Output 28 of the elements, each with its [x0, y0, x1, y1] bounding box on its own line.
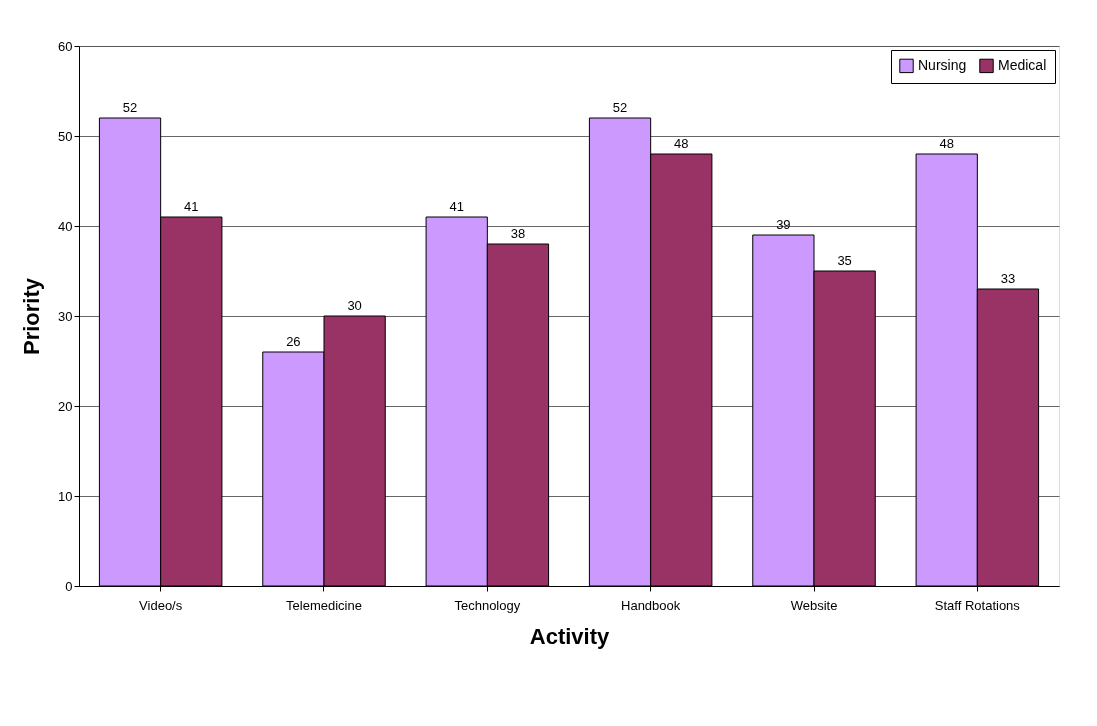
legend-label: Nursing: [918, 56, 967, 73]
legend-label: Medical: [998, 56, 1047, 73]
x-tick-label: Staff Rotations: [934, 597, 1021, 613]
y-tick-label: 0: [65, 578, 73, 594]
data-label: 35: [837, 253, 852, 268]
data-label: 48: [939, 136, 954, 151]
x-axis-title: Activity: [529, 623, 610, 649]
x-tick-label: Telemedicine: [286, 597, 362, 613]
y-axis-title: Priority: [19, 277, 45, 356]
data-label: 41: [449, 199, 464, 214]
x-tick-label: Handbook: [621, 597, 681, 613]
y-tick-label: 40: [58, 218, 73, 234]
data-label: 38: [510, 226, 526, 241]
x-tick-label: Website: [790, 597, 838, 613]
x-tick-label: Technology: [454, 597, 521, 613]
y-tick-label: 60: [58, 38, 73, 54]
data-label: 30: [347, 298, 362, 313]
data-label: 52: [612, 100, 628, 115]
y-tick-label: 30: [58, 308, 73, 324]
data-label: 48: [674, 136, 689, 151]
x-tick-label: Video/s: [139, 597, 183, 613]
y-tick-label: 20: [58, 398, 73, 414]
data-label: 41: [184, 199, 199, 214]
y-tick-label: 50: [58, 128, 73, 144]
y-tick-label: 10: [58, 488, 73, 504]
data-label: 26: [286, 334, 301, 349]
data-label: 52: [122, 100, 138, 115]
data-label: 33: [1000, 271, 1016, 286]
